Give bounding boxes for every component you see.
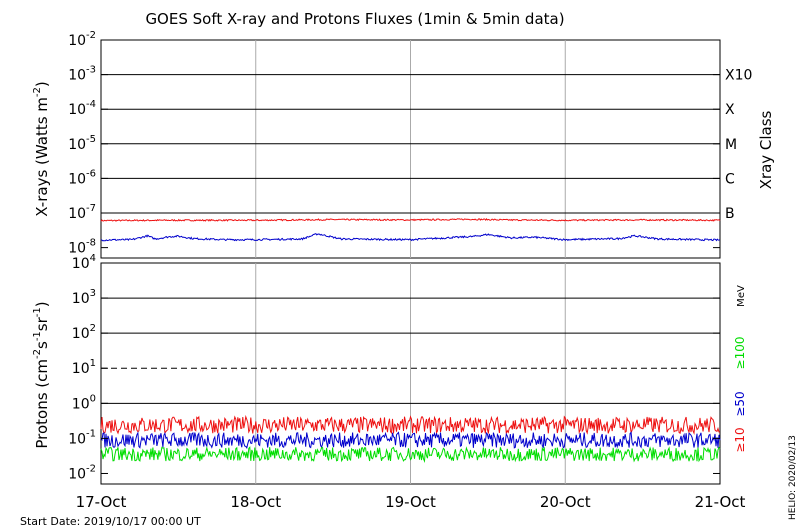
- xray-y-tick-label: 10-7: [68, 203, 96, 222]
- proton-y-tick-label: 101: [72, 358, 96, 377]
- energy-channel-label: ≥100: [733, 337, 747, 370]
- x-tick-label: 21-Oct: [695, 493, 746, 511]
- x-tick-label: 18-Oct: [230, 493, 281, 511]
- xray-flux-series: [100, 218, 721, 222]
- proton-flux-series: [100, 431, 721, 449]
- proton-y-tick-label: 100: [72, 393, 96, 412]
- xray-y-tick-label: 10-5: [68, 134, 96, 153]
- xray-y-tick-label: 10-4: [68, 99, 96, 118]
- energy-channel-label: ≥50: [733, 391, 747, 416]
- x-tick-label: 17-Oct: [76, 493, 127, 511]
- xray-y-tick-label: 10-2: [68, 30, 96, 49]
- xray-class-label: M: [725, 137, 737, 153]
- xray-class-label: B: [725, 206, 735, 222]
- xray-class-axis-title: Xray Class: [757, 110, 775, 189]
- proton-y-tick-label: 10-1: [68, 428, 96, 447]
- proton-flux-series: [100, 414, 721, 435]
- proton-panel: 10-2 10-1 100 101 102 103 104 Protons (cm-2s-1…: [32, 253, 747, 485]
- proton-y-tick-label: 103: [72, 288, 96, 307]
- energy-unit-label: MeV: [736, 285, 747, 307]
- x-tick-label: 20-Oct: [540, 493, 591, 511]
- start-date-label: Start Date: 2019/10/17 00:00 UT: [20, 515, 201, 528]
- xray-class-label: X: [725, 102, 735, 118]
- xray-panel: 10-8 10-7 10-6 10-5 10-4 10-3 10-2 B C M X X10 X-r…: [32, 30, 775, 259]
- xray-y-tick-label: 10-8: [68, 238, 96, 257]
- xray-y-tick-label: 10-6: [68, 168, 96, 187]
- xray-axis-label: X-rays (Watts m-2): [32, 81, 51, 216]
- proton-flux-series: [100, 445, 721, 463]
- proton-y-tick-label: 104: [72, 253, 96, 272]
- xray-class-label: C: [725, 171, 735, 187]
- energy-channel-label: ≥10: [733, 427, 747, 452]
- xray-flux-series: [100, 233, 721, 242]
- xray-y-tick-label: 10-3: [68, 65, 96, 84]
- proton-axis-label: Protons (cm-2s-1sr-1): [32, 301, 51, 448]
- proton-y-tick-label: 102: [72, 323, 96, 342]
- x-tick-label: 19-Oct: [385, 493, 436, 511]
- xray-class-label: X10: [725, 68, 752, 84]
- chart-title: GOES Soft X-ray and Protons Fluxes (1min…: [145, 10, 564, 28]
- proton-y-tick-label: 10-2: [68, 463, 96, 482]
- helio-date-label: HELIO: 2020/02/13: [788, 435, 798, 520]
